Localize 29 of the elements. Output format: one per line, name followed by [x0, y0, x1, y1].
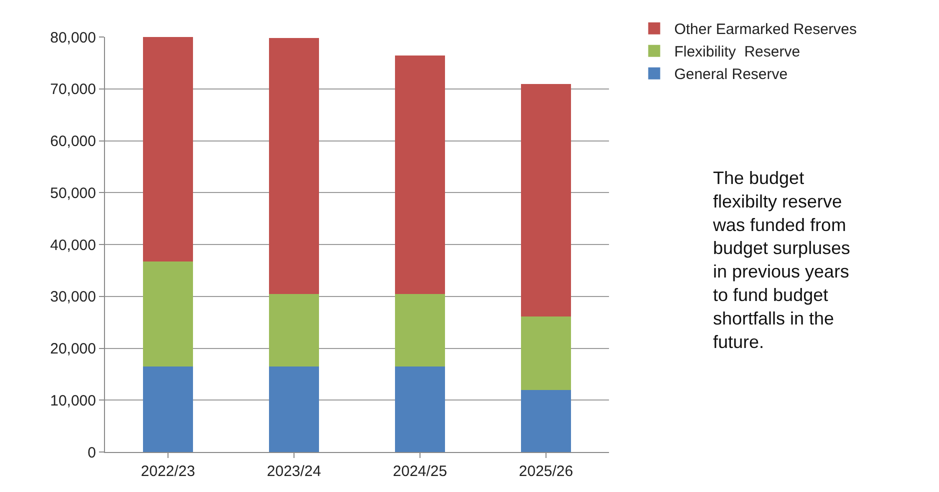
text: The budget flexibilty reserve was funded from budget surpluses in previous years to fund budget shortfalls in the future.: [712, 168, 850, 352]
y-tick-label: 60,000: [50, 133, 96, 150]
legend-label: Other Earmarked Reserves: [674, 21, 857, 38]
y-tick-label: 70,000: [50, 81, 96, 98]
bar: [394, 294, 446, 366]
bar: [268, 294, 320, 366]
bar: [142, 262, 194, 366]
y-tick-label: 20,000: [50, 340, 96, 358]
y-tick-label: 50,000: [50, 184, 96, 202]
bar: [142, 37, 194, 262]
y-tick-label: 10,000: [50, 392, 96, 410]
x-tick-label: 2024/25: [392, 463, 448, 480]
bar: [394, 366, 446, 452]
x-tick-label: 2023/24: [266, 463, 322, 480]
x-tick-label: 2025/26: [518, 463, 574, 480]
bar: [394, 56, 446, 294]
x-tick-label: 2022/23: [140, 463, 196, 480]
bar: [520, 390, 572, 452]
legend-label: General Reserve: [674, 66, 788, 84]
y-tick-label: 0: [88, 444, 96, 462]
bar: [268, 38, 320, 294]
bar: [142, 366, 194, 452]
bar: [520, 84, 572, 317]
legend-label: Flexibility Reserve: [674, 44, 800, 61]
bar: [520, 316, 572, 390]
y-tick-label: 80,000: [50, 29, 96, 46]
y-tick-label: 30,000: [50, 288, 96, 306]
bar: [268, 366, 320, 452]
y-tick-label: 40,000: [50, 236, 96, 254]
